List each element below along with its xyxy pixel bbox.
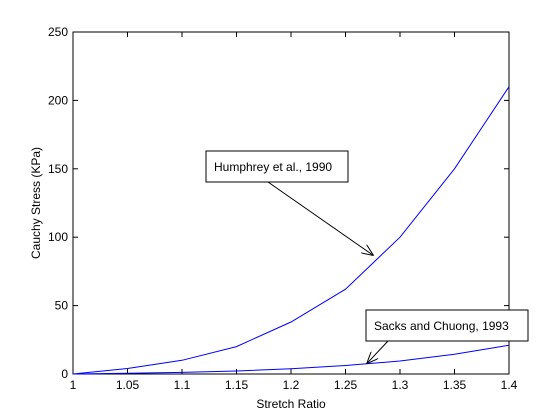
annotation-arrow [267,181,373,255]
annotation-box [205,150,349,183]
y-tick-label: 200 [48,93,68,107]
series-line-1 [72,86,510,375]
x-tick-label: 1.05 [116,378,140,392]
x-axis-label: Stretch Ratio [256,397,326,411]
y-axis-label: Cauchy Stress (KPa) [29,147,43,259]
series-lines [72,86,510,375]
x-tick-label: 1.3 [392,378,409,392]
x-axis-ticks: 1 1.05 1.1 1.15 1.2 1.25 1.3 1.35 1.4 [70,32,518,392]
annotation-label: Sacks and Chuong, 1993 [374,319,509,333]
x-tick-label: 1.4 [501,378,518,392]
y-tick-label: 50 [55,299,69,313]
annotation-box [365,309,529,342]
annotation-label: Humphrey et al., 1990 [214,160,332,174]
annotation-arrow [367,340,389,363]
y-tick-label: 250 [48,25,68,39]
y-tick-label: 100 [48,230,68,244]
x-tick-label: 1.2 [283,378,300,392]
x-tick-label: 1.25 [334,378,358,392]
y-tick-label: 150 [48,162,68,176]
x-tick-label: 1.1 [174,378,191,392]
annotations: Humphrey et al., 1990 Sacks and Chuong, 1… [205,150,529,363]
x-tick-label: 1.35 [443,378,467,392]
series-line-2 [72,344,510,375]
x-tick-label: 1.15 [225,378,249,392]
y-tick-label: 0 [61,367,68,381]
x-tick-label: 1 [70,378,77,392]
y-axis-ticks: 0 50 100 150 200 250 [48,25,509,381]
